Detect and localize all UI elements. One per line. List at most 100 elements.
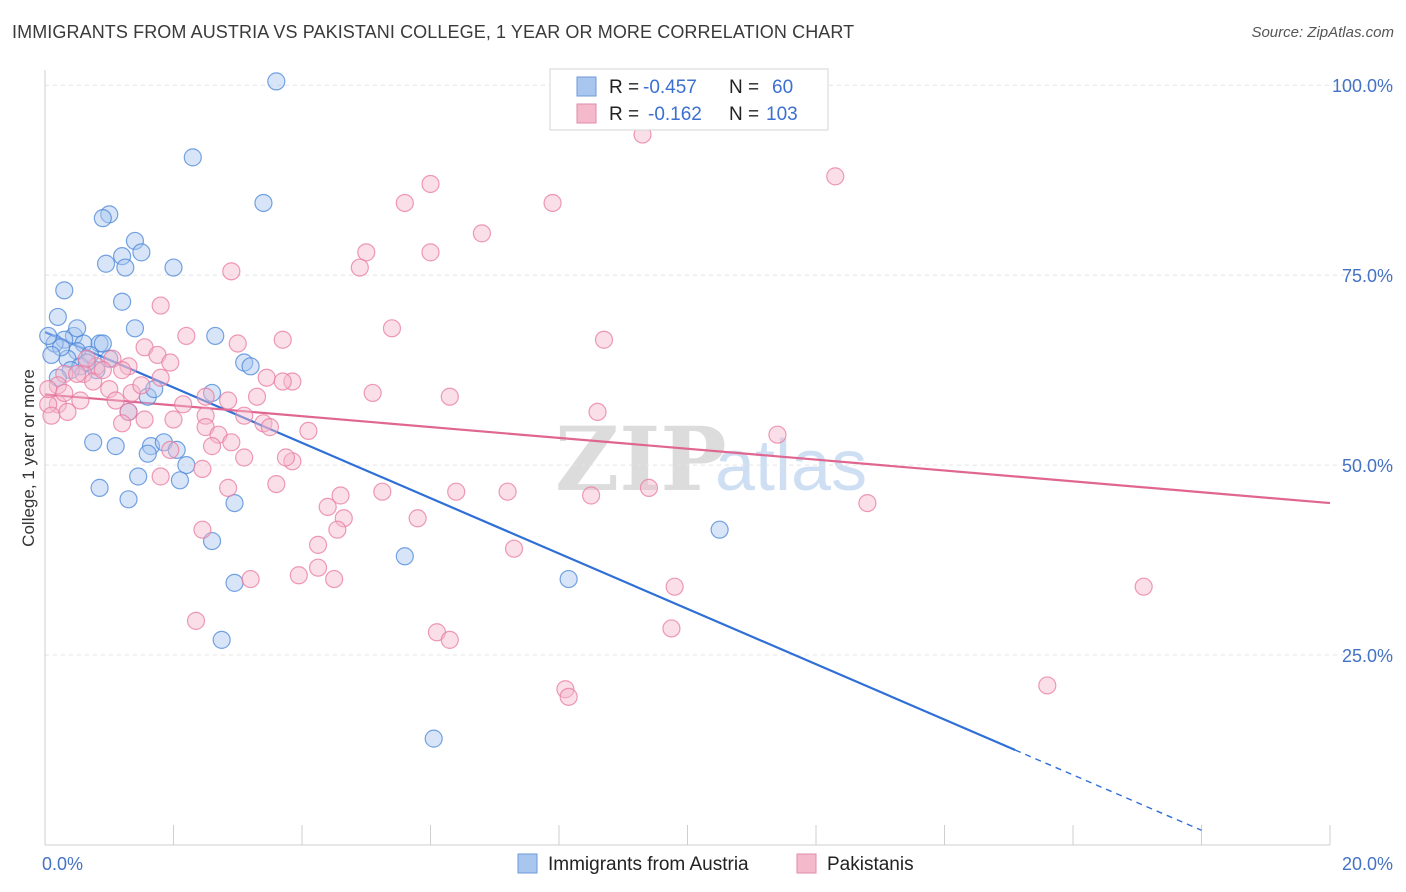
point-pakistani — [447, 482, 466, 501]
chart-title: IMMIGRANTS FROM AUSTRIA VS PAKISTANI COL… — [12, 22, 855, 42]
point-pakistani — [350, 258, 369, 277]
point-pakistani — [235, 406, 254, 425]
legend-swatch-blue — [576, 76, 597, 97]
point-pakistani — [68, 364, 87, 384]
point-pakistani — [421, 243, 440, 262]
point-pakistani — [639, 478, 659, 497]
point-pakistani — [55, 383, 74, 403]
point-pakistani — [1134, 577, 1153, 596]
point-austria — [241, 357, 260, 376]
trend-lines — [44, 331, 1331, 831]
x-tick-labels: 0.0% 20.0% — [42, 854, 1393, 874]
point-pakistani — [222, 262, 241, 281]
point-pakistani — [768, 425, 787, 444]
y-tick-labels: 100.0% 75.0% 50.0% 25.0% — [1332, 76, 1393, 666]
source-label: Source: ZipAtlas.com — [1251, 24, 1394, 41]
point-austria — [177, 455, 196, 475]
point-pakistani — [151, 467, 170, 486]
point-pakistani — [39, 380, 58, 399]
point-austria — [51, 338, 71, 357]
point-pakistani — [135, 410, 154, 429]
point-austria — [74, 334, 93, 353]
point-pakistani — [472, 224, 491, 243]
point-pakistani — [177, 326, 196, 346]
point-pakistani — [267, 474, 286, 494]
point-pakistani — [48, 395, 67, 414]
point-pakistani — [665, 577, 684, 596]
point-austria — [112, 247, 132, 266]
point-austria — [559, 569, 578, 589]
axes — [44, 70, 1331, 846]
point-austria — [267, 72, 286, 91]
point-austria — [68, 319, 87, 338]
legend-swatch-pink — [576, 103, 597, 124]
bottom-legend-label-1: Immigrants from Austria — [548, 854, 749, 875]
point-pakistani — [273, 372, 292, 391]
correlation-legend: R = -0.457 N = 60 R = -0.162 N = 103 — [549, 68, 829, 131]
point-pakistani — [55, 364, 74, 384]
x-tick-label: 20.0% — [1342, 854, 1393, 874]
point-pakistani — [826, 167, 845, 186]
point-pakistani — [122, 383, 141, 403]
point-austria — [48, 307, 67, 327]
point-pakistani — [186, 611, 206, 630]
point-austria — [132, 243, 151, 262]
trend-line-pakistani — [44, 393, 1331, 505]
legend-r-label-2: R = — [609, 104, 639, 125]
point-pakistani — [151, 368, 170, 387]
point-pakistani — [594, 330, 614, 349]
point-austria — [90, 478, 109, 497]
point-austria — [212, 630, 231, 649]
point-pakistani — [257, 368, 276, 387]
point-austria — [395, 547, 414, 566]
point-austria — [39, 326, 58, 346]
point-austria — [129, 467, 148, 486]
point-pakistani — [440, 630, 459, 649]
point-pakistani — [363, 383, 382, 403]
watermark-atlas: atlas — [715, 426, 867, 506]
point-austria — [106, 437, 125, 456]
point-austria — [254, 193, 273, 213]
point-pakistani — [174, 395, 193, 414]
point-pakistani — [58, 402, 77, 422]
point-pakistani — [498, 482, 517, 501]
point-austria — [138, 444, 157, 463]
point-pakistani — [334, 509, 353, 528]
point-pakistani — [543, 193, 562, 213]
point-pakistani — [193, 520, 212, 539]
point-pakistani — [241, 569, 260, 589]
point-pakistani — [71, 391, 90, 410]
point-pakistani — [228, 334, 247, 353]
point-pakistani — [222, 433, 241, 452]
point-pakistani — [196, 387, 215, 406]
point-pakistani — [328, 520, 347, 539]
watermark-zip: ZIP — [555, 407, 727, 511]
series-legend: Immigrants from Austria Pakistanis — [517, 853, 914, 875]
point-austria — [42, 345, 61, 365]
point-pakistani — [219, 478, 238, 497]
point-pakistani — [289, 566, 308, 585]
legend-n-label-1: N = — [729, 77, 759, 98]
point-austria — [183, 148, 202, 167]
point-pakistani — [582, 486, 601, 505]
point-pakistani — [1038, 676, 1057, 695]
point-pakistani — [161, 440, 180, 460]
y-axis-title: College, 1 year or more — [19, 369, 38, 547]
point-pakistani — [395, 193, 414, 213]
point-pakistani — [93, 361, 112, 380]
point-austria — [164, 258, 183, 277]
point-austria — [125, 231, 145, 251]
legend-r-label-1: R = — [609, 77, 639, 98]
point-pakistani — [421, 174, 440, 194]
point-austria — [116, 258, 135, 277]
y-tick-label: 25.0% — [1342, 646, 1393, 666]
point-pakistani — [408, 509, 427, 528]
bottom-legend-swatch-blue — [517, 853, 538, 874]
point-pakistani — [283, 372, 302, 391]
point-pakistani — [193, 459, 212, 478]
point-austria — [710, 520, 729, 539]
bottom-legend-label-2: Pakistanis — [827, 854, 914, 875]
point-austria — [119, 490, 138, 509]
point-pakistani — [106, 391, 125, 410]
